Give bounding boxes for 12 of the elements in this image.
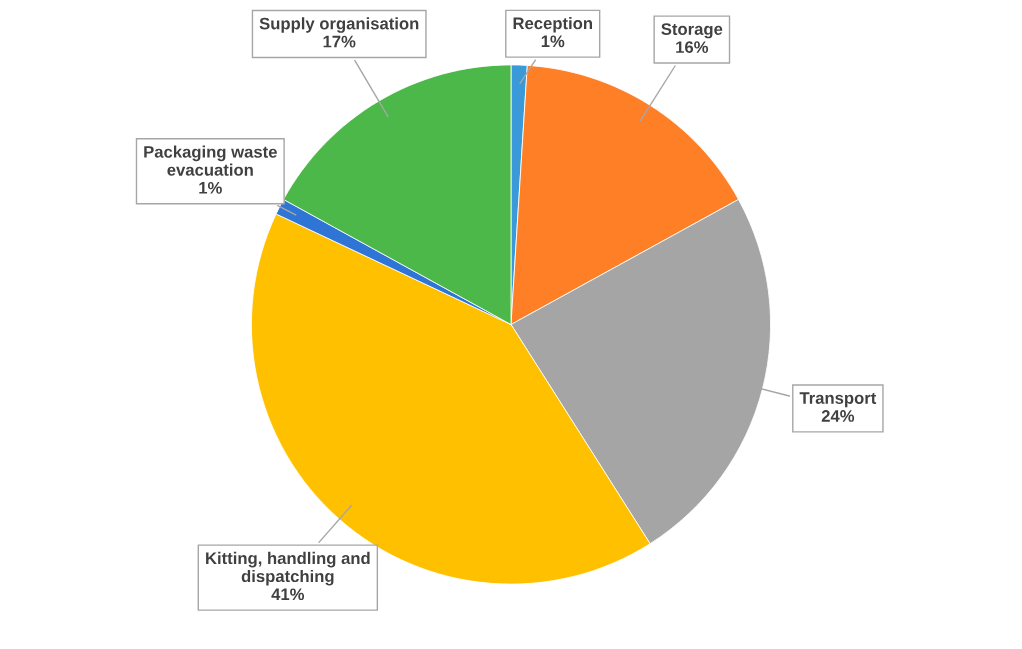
data-label: 16% [676,41,709,54]
data-label: 1% [541,35,565,48]
data-label: 1% [199,181,222,194]
slice-label: Transport [799,392,877,408]
slice-label: Kitting, handling and dispatching [206,551,370,586]
slice-label: Storage [661,23,723,39]
slice-label: Supply organisation [259,17,419,33]
data-label: 41% [271,588,305,601]
data-label: 17% [323,35,356,48]
slice-label: Packaging waste evacuation [144,145,277,176]
data-label: 24% [821,410,855,422]
slice-label: Reception [513,17,593,33]
